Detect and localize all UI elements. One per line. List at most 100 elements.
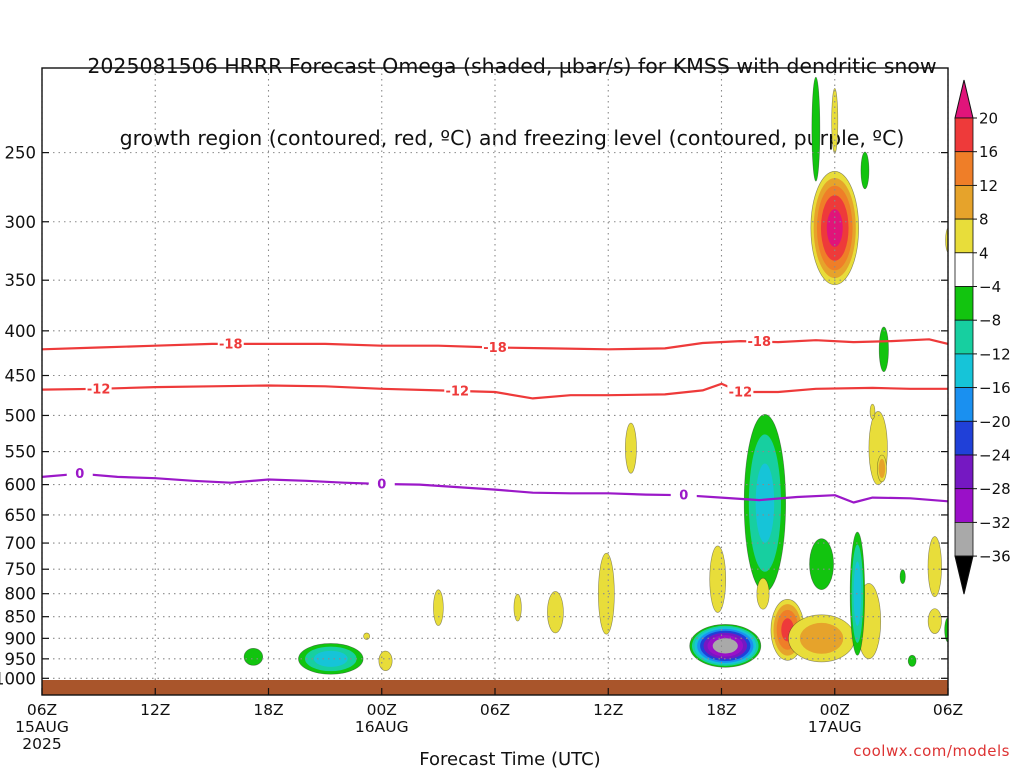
- colorbar-bin: [954, 353, 974, 388]
- omega-cell-band: [900, 569, 906, 584]
- contour-label: -12: [729, 385, 753, 400]
- contour-line: [42, 382, 948, 400]
- colorbar-label: −8: [979, 312, 1001, 330]
- chart-title: 2025081506 HRRR Forecast Omega (shaded, …: [0, 6, 1024, 174]
- omega-cell: [869, 403, 876, 420]
- colorbar-bin: [954, 319, 974, 355]
- omega-cell-outline: [689, 624, 762, 668]
- omega-cell-outline: [809, 538, 834, 590]
- omega-cell-band: [378, 651, 393, 671]
- colorbar: 20 16 12 8 4 −4 −8 −12 −16 −20 −24 −28 −32 −36: [954, 79, 1011, 595]
- colorbar-label: −20: [979, 413, 1011, 431]
- omega-cell-band: [313, 650, 348, 667]
- omega-cell-outline: [243, 648, 264, 666]
- colorbar-label: −12: [979, 345, 1011, 363]
- omega-cell-band: [799, 622, 844, 654]
- omega-cell-outline: [811, 76, 821, 182]
- omega-cell-band: [513, 594, 522, 622]
- y-tick-label: 450: [5, 367, 37, 386]
- contour-0: 0 0 0: [42, 465, 948, 504]
- omega-cell-outline: [877, 454, 887, 483]
- omega-cell-band: [598, 553, 615, 635]
- grid-lines: [41, 68, 949, 695]
- y-tick-label: 900: [5, 629, 37, 648]
- omega-cell: [298, 643, 364, 675]
- colorbar-bin: [954, 117, 974, 153]
- omega-cell: [689, 624, 762, 668]
- colorbar-bin: [954, 420, 974, 456]
- x-tick-label: 06Z: [480, 701, 510, 719]
- x-tick-label: 00Z: [367, 701, 397, 719]
- contour-label-bg: [368, 475, 395, 490]
- x-tick-label: 12Z: [140, 701, 170, 719]
- omega-cell-band: [244, 648, 263, 666]
- contour-label-bg: [217, 335, 244, 350]
- omega-cell-outline: [513, 593, 522, 622]
- x-tick-year-label: 2025: [22, 735, 61, 753]
- omega-cell: [860, 151, 870, 190]
- omega-cell-band: [860, 151, 869, 189]
- contour-label: -18: [748, 335, 772, 350]
- chart-title-line-1: 2025081506 HRRR Forecast Omega (shaded, …: [87, 54, 937, 78]
- omega-cell: [809, 538, 834, 590]
- omega-cell-band: [927, 536, 942, 597]
- x-tick-label: 12Z: [593, 701, 623, 719]
- omega-cell: [788, 614, 855, 663]
- omega-cell-outline: [927, 608, 942, 634]
- omega-cell-outline: [298, 643, 364, 675]
- omega-cell-outline: [849, 531, 865, 656]
- omega-cell-outline: [927, 536, 942, 598]
- omega-cell-band: [363, 632, 370, 640]
- omega-cell-band: [547, 591, 564, 633]
- y-tick-label: 650: [5, 506, 37, 525]
- colorbar-label: 20: [979, 110, 998, 128]
- omega-cell-outline: [433, 589, 444, 626]
- omega-cell-outline: [547, 591, 564, 634]
- omega-cell: [598, 552, 615, 635]
- y-tick-label: 550: [5, 443, 37, 462]
- contour-label-bg: [746, 333, 773, 348]
- contour--18: -18 -18 -18: [42, 333, 948, 356]
- omega-cell: [363, 632, 371, 640]
- y-tick-label: 250: [5, 144, 37, 163]
- colorbar-bin: [954, 454, 974, 490]
- omega-cell: [899, 569, 906, 585]
- omega-cell: [625, 422, 637, 474]
- contour-label: -12: [87, 382, 111, 397]
- y-axis: 250 300 350 400 450 500 550 600 650 700 750 800 850 9…: [0, 144, 948, 688]
- contour-label-bg: [444, 382, 471, 397]
- chart-title-line-2: growth region (contoured, red, ºC) and f…: [119, 126, 905, 150]
- y-tick-label: 300: [5, 213, 37, 232]
- y-tick-label: 1000: [0, 669, 36, 688]
- colorbar-label: −4: [979, 278, 1001, 296]
- omega-cell-outline: [363, 632, 371, 640]
- colorbar-label: −32: [979, 514, 1011, 532]
- colorbar-label: −24: [979, 447, 1011, 465]
- colorbar-top-triangle: [954, 79, 974, 119]
- x-tick-label: 06Z: [933, 701, 963, 719]
- omega-cell-band: [878, 458, 886, 478]
- x-tick-label: 00Z: [820, 701, 850, 719]
- colorbar-bin: [954, 151, 974, 186]
- omega-cell-band: [908, 655, 917, 667]
- contour-label: 0: [377, 477, 386, 492]
- x-tick-date-label: 17AUG: [808, 718, 862, 736]
- contour--12: -12 -12 -12: [42, 380, 948, 400]
- colorbar-label: −28: [979, 480, 1011, 498]
- omega-cell: [709, 545, 727, 613]
- omega-cell-band: [625, 423, 637, 474]
- omega-cell-band: [755, 463, 775, 543]
- credit-text: coolwx.com/models: [853, 742, 1010, 760]
- y-tick-label: 700: [5, 534, 37, 553]
- omega-cell-outline: [709, 545, 727, 613]
- contour-line: [42, 472, 948, 504]
- y-tick-label: 750: [5, 560, 37, 579]
- omega-cell-band: [809, 538, 834, 590]
- omega-cell: [927, 608, 942, 634]
- x-tick-label: 18Z: [706, 701, 736, 719]
- omega-cell-outline: [907, 654, 917, 667]
- omega-cell-outline: [878, 326, 889, 373]
- contour-label: 0: [679, 489, 688, 504]
- x-tick-date-label: 16AUG: [355, 718, 409, 736]
